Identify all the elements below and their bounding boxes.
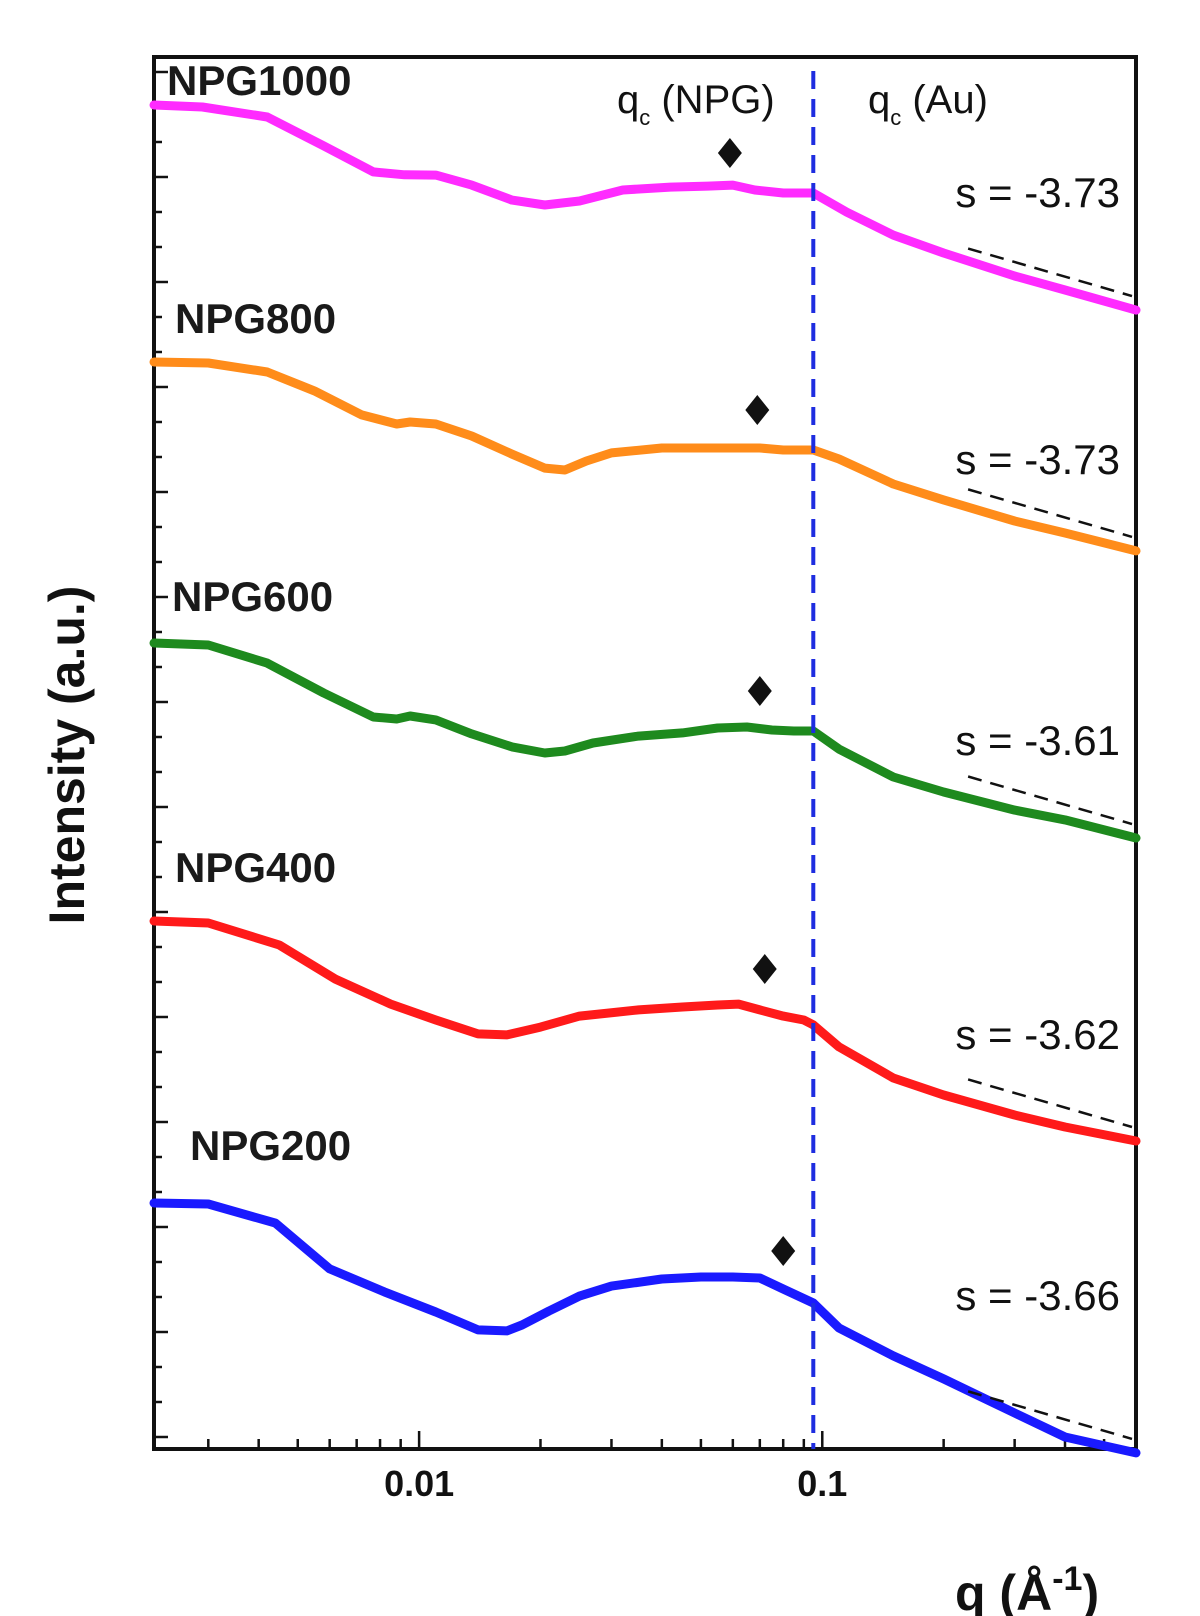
qc-npg-diamond [752, 954, 777, 984]
x-tick-label: 0.1 [797, 1463, 847, 1504]
slope-guide-line [967, 1390, 1133, 1441]
slope-label: s = -3.62 [955, 1011, 1120, 1058]
slope-guide-line [967, 1078, 1133, 1129]
qc-au-label: qc (Au) [868, 78, 988, 130]
slope-guide-line [967, 247, 1133, 298]
series-name-label: NPG200 [190, 1122, 351, 1169]
series-npg1000: NPG1000 s = -3.73 [149, 57, 1141, 315]
qc-npg-diamond [771, 1236, 796, 1266]
series-name-label: NPG600 [172, 573, 333, 620]
y-ticks [154, 70, 168, 1439]
x-ticks: 0.01 0.1 [207, 1431, 1106, 1504]
slope-label: s = -3.61 [955, 717, 1120, 764]
qc-npg-diamond [745, 395, 770, 425]
series-line [149, 1198, 1141, 1458]
series-line [149, 100, 1141, 315]
qc-npg-diamond [747, 676, 772, 706]
plot-frame [152, 55, 1138, 1451]
series-layer: NPG1000 s = -3.73 NPG800 s = -3.73 NPG600 s =… [149, 57, 1141, 1458]
series-line [149, 357, 1141, 556]
series-name-label: NPG800 [175, 295, 336, 342]
slope-label: s = -3.66 [955, 1272, 1120, 1319]
qc-npg-diamond [717, 138, 742, 168]
series-line [149, 916, 1141, 1146]
series-npg400: NPG400 s = -3.62 [149, 844, 1141, 1146]
x-tick-label: 0.01 [384, 1463, 454, 1504]
qc-npg-label: qc (NPG) [617, 78, 775, 130]
series-line [149, 638, 1141, 843]
series-npg800: NPG800 s = -3.73 [149, 295, 1141, 556]
slope-label: s = -3.73 [955, 436, 1120, 483]
series-name-label: NPG400 [175, 844, 336, 891]
series-name-label: NPG1000 [167, 57, 351, 104]
slope-label: s = -3.73 [955, 169, 1120, 216]
y-axis-title: Intensity (a.u.) [39, 586, 95, 925]
slope-guide-line [967, 775, 1133, 826]
x-axis-title: q (Å-1) [955, 1560, 1099, 1616]
series-npg600: NPG600 s = -3.61 [149, 573, 1141, 843]
series-npg200: NPG200 s = -3.66 [149, 1122, 1141, 1458]
slope-guide-line [967, 488, 1133, 539]
